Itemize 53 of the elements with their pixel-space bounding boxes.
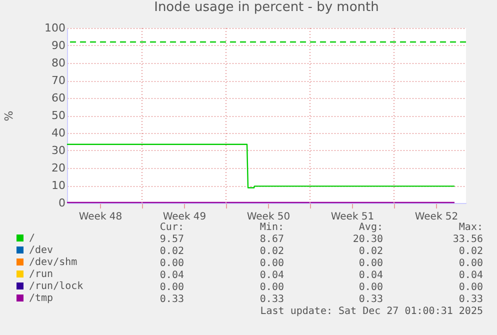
text: 20.30 bbox=[352, 234, 383, 246]
text: 0.00 bbox=[358, 258, 383, 270]
text: Min: bbox=[260, 222, 284, 234]
legend-label: /dev/shm bbox=[29, 257, 78, 268]
text: 0.00 bbox=[260, 258, 284, 270]
y-tick-label: 70 bbox=[52, 74, 66, 87]
text: Max: bbox=[458, 222, 483, 234]
y-tick-label: 30 bbox=[52, 144, 66, 157]
text: 0.33 bbox=[260, 294, 284, 306]
legend-label: /run/lock bbox=[29, 281, 84, 292]
x-tick-label: Week 50 bbox=[246, 212, 290, 222]
text: 0.00 bbox=[260, 282, 284, 294]
legend-label: /run bbox=[29, 269, 54, 280]
text: 0.33 bbox=[358, 294, 383, 306]
y-tick-label: 40 bbox=[52, 126, 66, 140]
x-tick-label: Week 51 bbox=[330, 212, 374, 222]
y-tick-label: 0 bbox=[58, 196, 66, 210]
y-tick-label: 90 bbox=[52, 39, 66, 52]
text: 0.00 bbox=[160, 258, 184, 270]
chart-title: Inode usage in percent - by month bbox=[154, 0, 379, 15]
text: 0.33 bbox=[160, 294, 184, 306]
text: 0.00 bbox=[458, 282, 483, 294]
text: 0.02 bbox=[260, 246, 284, 258]
y-tick-label: 60 bbox=[52, 92, 66, 104]
text: 0.00 bbox=[160, 282, 184, 294]
legend-label: / bbox=[29, 233, 36, 244]
y-axis-title: % bbox=[2, 110, 16, 122]
text: 0.02 bbox=[458, 246, 483, 258]
text: Last update: Sat Dec 27 01:00:31 2025 bbox=[260, 306, 483, 318]
text: 0.02 bbox=[358, 246, 383, 258]
legend-label: /dev bbox=[29, 245, 54, 256]
y-tick-label: 80 bbox=[52, 56, 66, 70]
text: Avg: bbox=[358, 222, 383, 234]
text: 0.04 bbox=[458, 270, 483, 282]
text: 0.04 bbox=[358, 270, 383, 282]
y-tick-label: 100 bbox=[44, 22, 66, 34]
text: 0.00 bbox=[458, 258, 483, 270]
text: 33.56 bbox=[452, 234, 483, 246]
y-tick-label: 50 bbox=[52, 109, 66, 122]
text: Cur: bbox=[160, 222, 184, 234]
x-tick-label: Week 52 bbox=[414, 212, 458, 222]
text: 0.04 bbox=[160, 270, 184, 282]
text: 9.57 bbox=[160, 234, 184, 246]
y-tick-label: 20 bbox=[52, 162, 66, 174]
text: 0.04 bbox=[260, 270, 284, 282]
x-tick-label: Week 49 bbox=[162, 212, 206, 222]
x-tick-label: Week 48 bbox=[78, 212, 122, 222]
y-tick-label: 10 bbox=[52, 179, 66, 192]
legend-label: /tmp bbox=[29, 293, 54, 304]
text: 0.33 bbox=[458, 294, 483, 306]
text: 0.02 bbox=[160, 246, 184, 258]
text: 0.00 bbox=[358, 282, 383, 294]
text: 8.67 bbox=[260, 234, 284, 246]
